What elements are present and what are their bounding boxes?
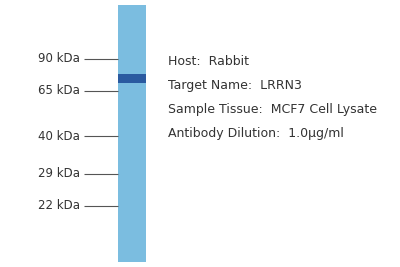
Bar — [118, 5, 146, 262]
Text: 22 kDa: 22 kDa — [38, 199, 80, 212]
Text: 65 kDa: 65 kDa — [38, 84, 80, 97]
Bar — [118, 74, 146, 83]
Text: Antibody Dilution:  1.0μg/ml: Antibody Dilution: 1.0μg/ml — [168, 127, 344, 140]
Text: Host:  Rabbit: Host: Rabbit — [168, 55, 249, 68]
Text: Target Name:  LRRN3: Target Name: LRRN3 — [168, 79, 302, 92]
Text: 29 kDa: 29 kDa — [38, 167, 80, 180]
Text: 40 kDa: 40 kDa — [38, 130, 80, 143]
Text: Sample Tissue:  MCF7 Cell Lysate: Sample Tissue: MCF7 Cell Lysate — [168, 103, 377, 116]
Text: 90 kDa: 90 kDa — [38, 52, 80, 65]
